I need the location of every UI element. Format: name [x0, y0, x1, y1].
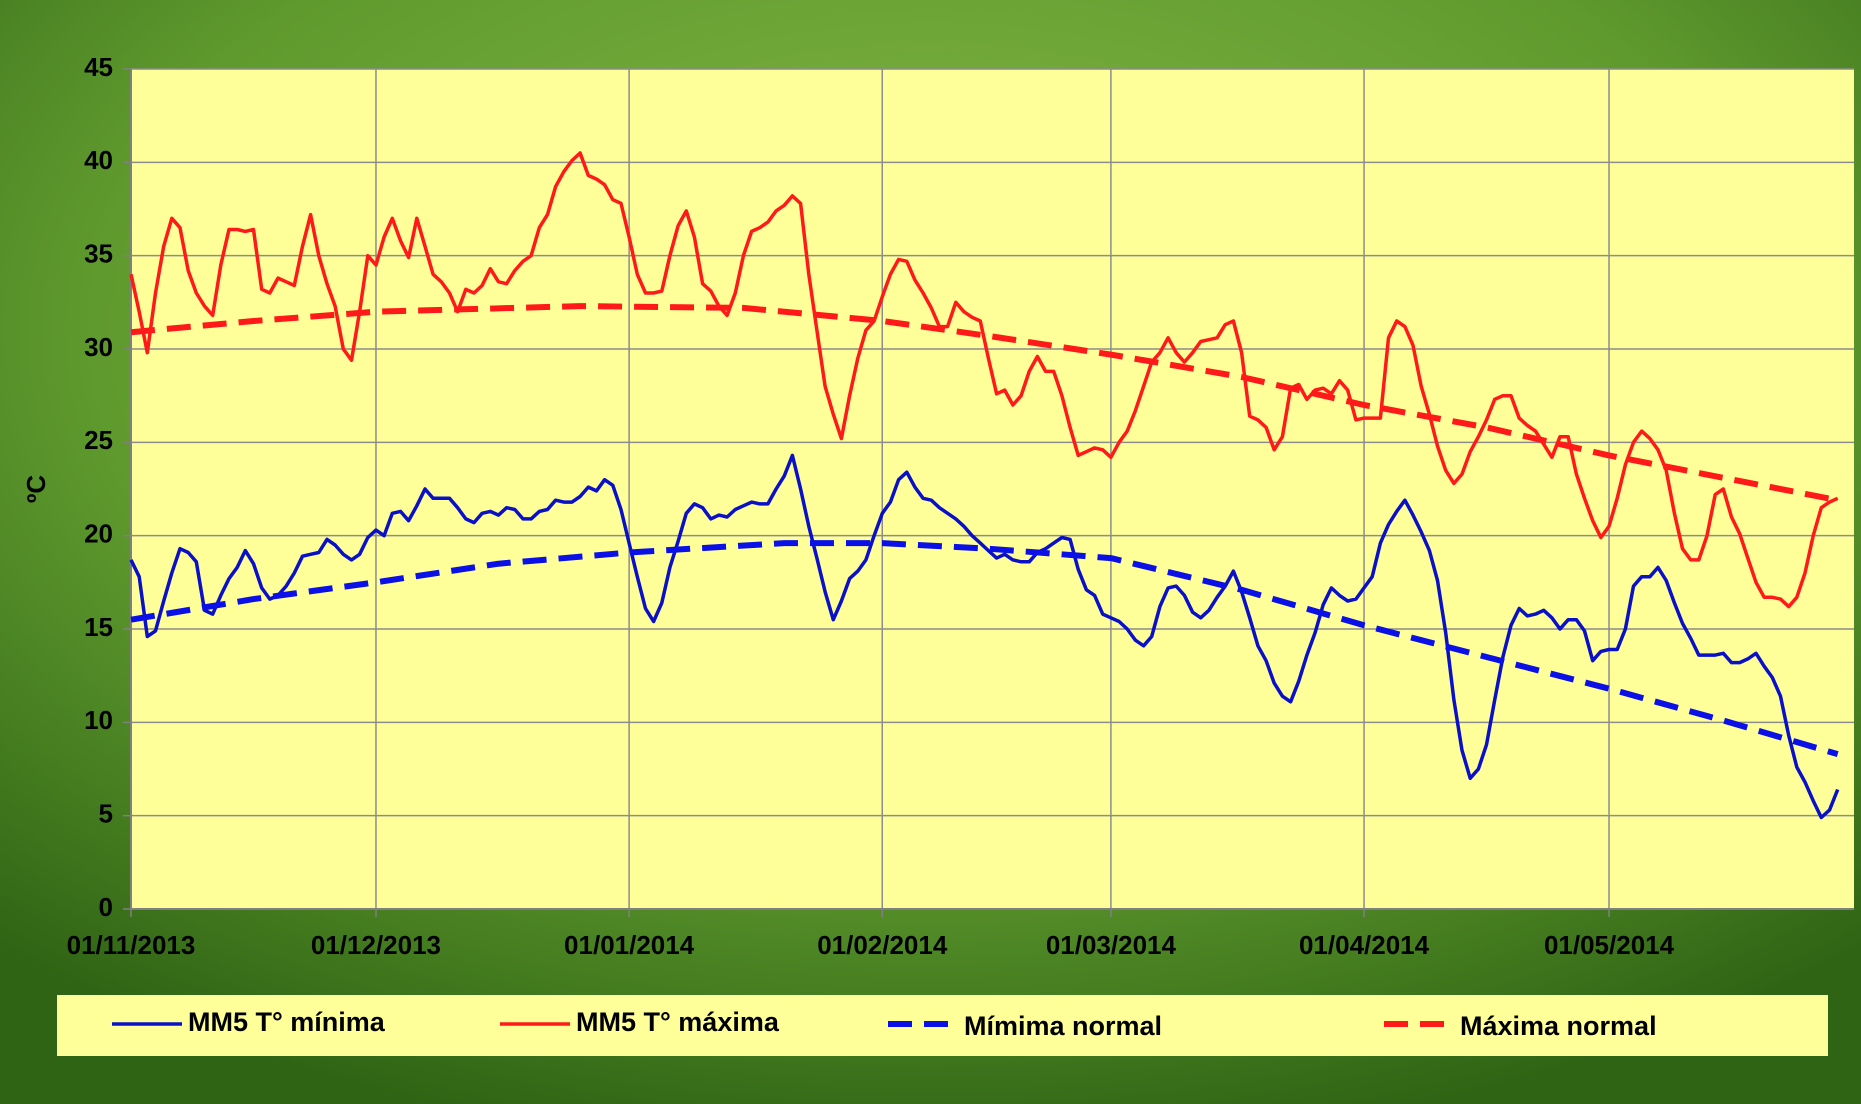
- legend-label: Máxima normal: [1460, 1011, 1657, 1041]
- x-tick-label: 01/05/2014: [1544, 930, 1675, 960]
- x-tick-label: 01/04/2014: [1299, 930, 1430, 960]
- y-tick-label: 5: [99, 799, 113, 829]
- legend-label: Mímima normal: [964, 1011, 1162, 1041]
- x-tick-label: 01/02/2014: [817, 930, 948, 960]
- x-tick-label: 01/12/2013: [311, 930, 441, 960]
- x-tick-label: 01/01/2014: [564, 930, 695, 960]
- series-line: [130, 303, 1839, 504]
- y-tick-label: 35: [84, 239, 113, 269]
- plot-area: [131, 69, 1854, 909]
- y-tick-label: 15: [84, 612, 113, 642]
- y-tick-label: 25: [84, 425, 113, 455]
- y-tick-label: 30: [84, 332, 113, 362]
- series-line: [129, 151, 1839, 609]
- x-tick-label: 01/03/2014: [1046, 930, 1177, 960]
- legend-label: MM5 T° mínima: [188, 1007, 386, 1037]
- legend-label: MM5 T° máxima: [576, 1007, 780, 1037]
- y-tick-label: 20: [84, 519, 113, 549]
- y-tick-label: 10: [84, 705, 113, 735]
- y-axis-label: ºC: [21, 475, 51, 503]
- y-tick-label: 40: [84, 145, 113, 175]
- y-tick-label: 0: [99, 892, 113, 922]
- series-line: [130, 540, 1839, 757]
- series-line: [129, 453, 1840, 820]
- y-tick-label: 45: [84, 52, 113, 82]
- x-tick-label: 01/11/2013: [67, 930, 196, 960]
